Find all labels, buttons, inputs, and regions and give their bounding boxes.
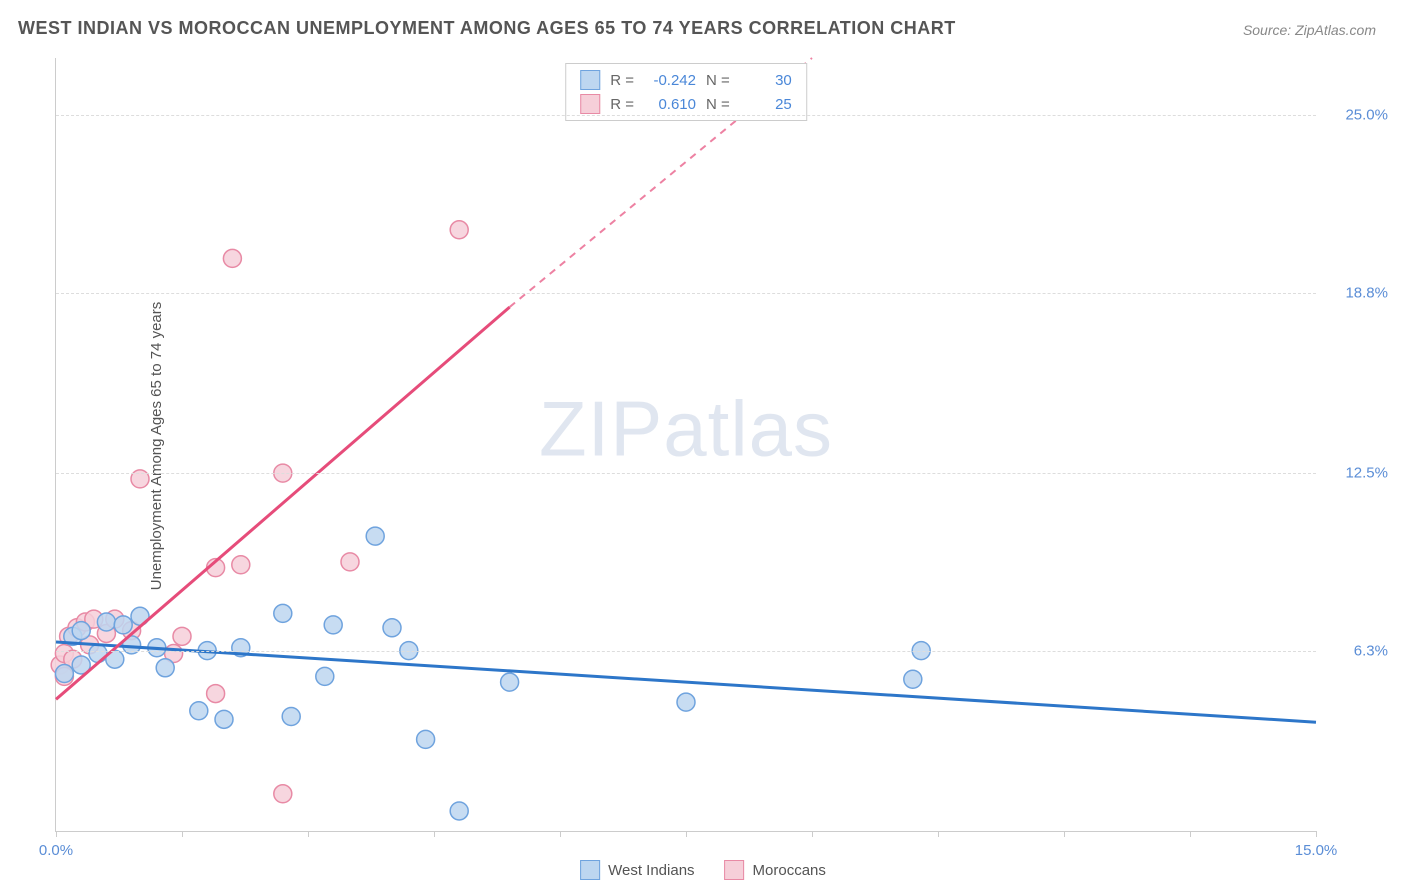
stats-r-value-1: 0.610: [644, 96, 696, 113]
grid-line: [56, 473, 1316, 474]
y-tick-label: 6.3%: [1354, 642, 1388, 659]
chart-title: WEST INDIAN VS MOROCCAN UNEMPLOYMENT AMO…: [18, 18, 956, 39]
bottom-legend: West Indians Moroccans: [580, 860, 826, 880]
legend-item-1: Moroccans: [725, 860, 826, 880]
plot-area: ZIPatlas R = -0.242 N = 30 R = 0.610 N =…: [55, 58, 1316, 832]
x-tick-label: 15.0%: [1295, 842, 1338, 859]
stats-row-series-1: R = 0.610 N = 25: [566, 92, 806, 116]
stats-panel: R = -0.242 N = 30 R = 0.610 N = 25: [565, 63, 807, 121]
x-tick: [56, 831, 57, 837]
y-tick-label: 18.8%: [1345, 284, 1388, 301]
y-tick-label: 12.5%: [1345, 465, 1388, 482]
x-tick: [560, 831, 561, 837]
x-tick: [182, 831, 183, 837]
stats-swatch-1: [580, 94, 600, 114]
chart-canvas: [56, 58, 1316, 831]
legend-label-1: Moroccans: [753, 862, 826, 879]
x-tick: [1316, 831, 1317, 837]
x-tick: [1064, 831, 1065, 837]
x-tick-label: 0.0%: [39, 842, 73, 859]
stats-r-label: R =: [610, 96, 634, 113]
legend-item-0: West Indians: [580, 860, 694, 880]
stats-r-label: R =: [610, 72, 634, 89]
grid-line: [56, 651, 1316, 652]
stats-n-label: N =: [706, 72, 730, 89]
stats-n-value-0: 30: [740, 72, 792, 89]
stats-row-series-0: R = -0.242 N = 30: [566, 68, 806, 92]
legend-swatch-1: [725, 860, 745, 880]
legend-label-0: West Indians: [608, 862, 694, 879]
x-tick: [1190, 831, 1191, 837]
y-tick-label: 25.0%: [1345, 107, 1388, 124]
stats-n-value-1: 25: [740, 96, 792, 113]
stats-swatch-0: [580, 70, 600, 90]
grid-line: [56, 115, 1316, 116]
grid-line: [56, 293, 1316, 294]
stats-n-label: N =: [706, 96, 730, 113]
stats-r-value-0: -0.242: [644, 72, 696, 89]
x-tick: [812, 831, 813, 837]
legend-swatch-0: [580, 860, 600, 880]
x-tick: [308, 831, 309, 837]
source-credit: Source: ZipAtlas.com: [1243, 22, 1376, 38]
x-tick: [686, 831, 687, 837]
x-tick: [434, 831, 435, 837]
x-tick: [938, 831, 939, 837]
